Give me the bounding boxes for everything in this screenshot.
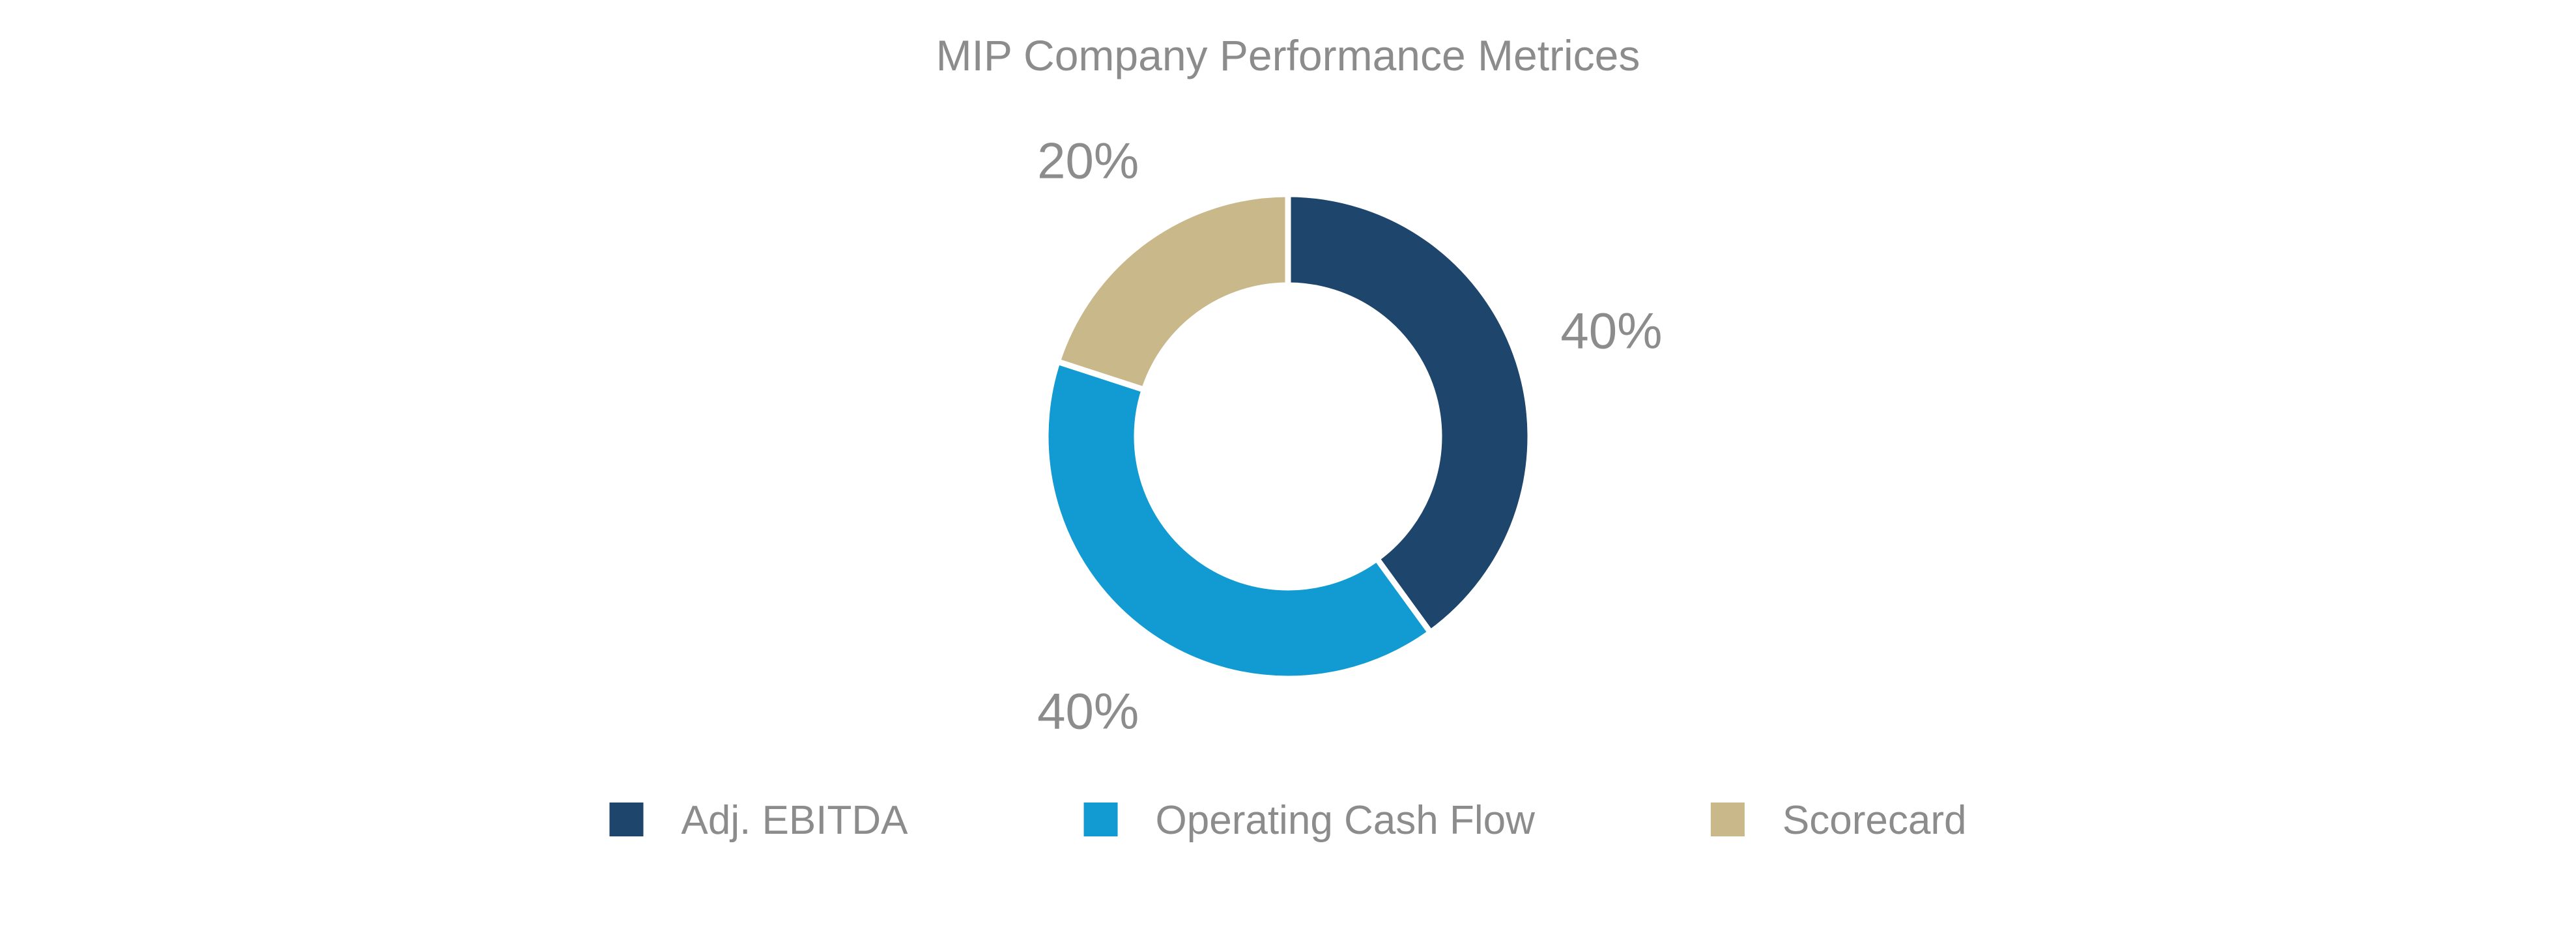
legend-swatch [1710, 803, 1745, 836]
slices-group [1042, 191, 1534, 682]
slice-operating-cash-flow [1042, 358, 1435, 682]
legend-swatch [609, 803, 644, 836]
legend-swatch [1083, 803, 1118, 836]
data-label-adj-ebitda: 40% [1560, 302, 1662, 360]
legend-label: Adj. EBITDA [681, 798, 909, 843]
legend-label: Operating Cash Flow [1156, 798, 1536, 843]
legend-item: Adj. EBITDA [609, 798, 909, 843]
slice-scorecard [1053, 191, 1291, 393]
legend-item: Operating Cash Flow [1083, 798, 1536, 843]
legend-label: Scorecard [1782, 798, 1967, 843]
slice-adj-ebitda [1285, 191, 1534, 637]
data-label-scorecard: 20% [1037, 132, 1139, 190]
chart-title: MIP Company Performance Metrices [936, 31, 1640, 79]
legend-item: Scorecard [1710, 798, 1967, 843]
legend: Adj. EBITDA Operating Cash Flow Scorecard [609, 798, 1967, 843]
data-labels-group: 40% 40% 20% [1037, 132, 1662, 740]
data-label-operating-cash-flow: 40% [1037, 682, 1139, 739]
